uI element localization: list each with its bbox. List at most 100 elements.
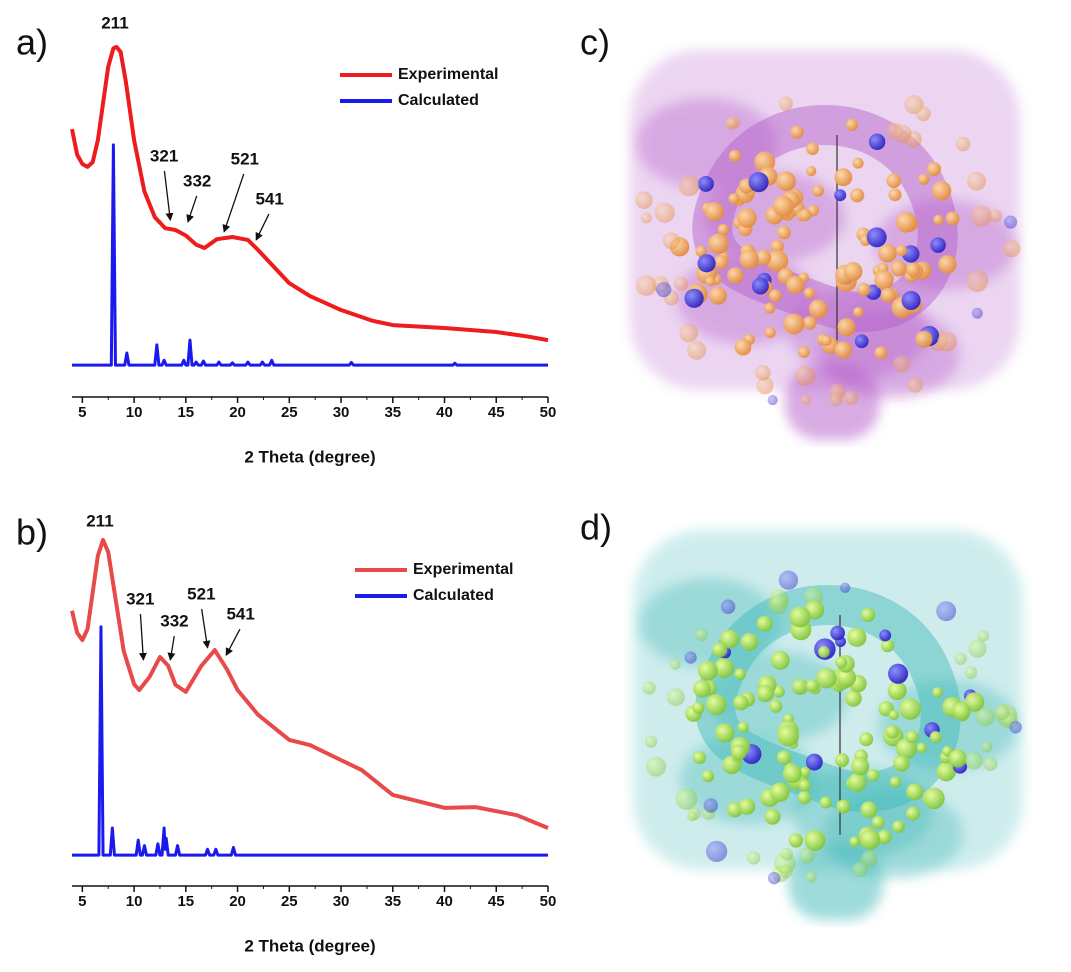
atom [836,667,857,688]
atom [1002,239,1021,258]
atom [705,276,716,287]
atom [666,688,685,707]
atom [717,223,730,236]
peak-label: 321 [126,590,154,609]
atom [948,749,967,768]
molecule-image [633,530,1023,920]
legend-label: Experimental [398,66,498,83]
atom [945,211,960,226]
atom [970,205,992,227]
atom [747,851,761,865]
atom [899,698,921,720]
peak-arrow [163,170,174,222]
atom [843,262,863,281]
atom [805,679,819,693]
atom [768,594,789,615]
atom [708,233,729,254]
x-tick-label: 20 [229,404,246,421]
atom [768,289,782,303]
atom [926,161,942,177]
atom [857,282,871,297]
atom [843,390,858,406]
atom [738,798,756,815]
atom [684,288,704,308]
atom [847,772,867,792]
panel-label: d) [580,507,612,548]
atom [783,313,805,335]
atom [937,331,957,352]
atom [778,96,794,111]
atom [879,629,892,642]
atom [799,766,811,778]
atom [756,377,774,395]
atom [669,659,681,670]
atom [880,287,896,303]
x-tick-label: 35 [384,893,401,910]
atom [697,660,718,681]
atom [726,801,743,818]
atom [861,850,878,867]
atom [646,756,667,777]
atom [994,704,1010,721]
atom [971,307,983,319]
atom [686,811,698,822]
x-tick-label: 25 [281,893,298,910]
x-tick-label: 25 [281,404,298,421]
atom [907,377,923,393]
atom [933,214,944,226]
atom [901,290,921,311]
x-tick-label: 5 [78,893,86,910]
atom [812,185,824,197]
atom [764,808,781,825]
atom [952,702,971,721]
atom [852,861,869,878]
atom [981,741,993,753]
atom [642,681,656,695]
molecule-image [630,50,1021,440]
atom [888,709,899,721]
atom [955,136,971,152]
atom [906,262,921,277]
atom [880,638,895,653]
atom [797,790,812,805]
x-tick-label: 10 [126,404,143,421]
atom [977,630,990,642]
atom [852,157,864,169]
peak-label: 211 [86,511,113,530]
shell-lobe [636,98,777,189]
atom [727,267,744,284]
x-tick-label: 15 [177,404,194,421]
peak-arrow [167,636,176,661]
x-tick-label: 15 [177,893,194,910]
data-line [72,625,548,857]
atom [656,281,672,298]
atom [740,632,759,651]
atom [780,848,793,861]
atom [692,751,707,765]
atom [931,181,952,201]
atom [804,829,826,851]
atom [983,756,998,771]
atom [779,864,793,878]
peak-arrow [138,614,147,661]
atom [849,836,861,848]
atom [877,829,892,845]
atom [788,833,804,848]
atom [860,801,878,819]
atom [915,330,933,348]
atom [770,650,790,670]
atom [799,208,812,222]
atom [728,193,740,205]
peak-arrow [255,213,270,241]
atom [885,725,899,739]
atom [703,798,719,813]
atom [819,796,832,809]
atom [866,227,887,248]
atom [860,607,876,623]
atom [687,340,707,360]
x-tick-label: 40 [436,893,453,910]
atom [701,770,715,783]
x-tick-label: 10 [126,893,143,910]
x-axis-title: 2 Theta (degree) [244,447,375,466]
